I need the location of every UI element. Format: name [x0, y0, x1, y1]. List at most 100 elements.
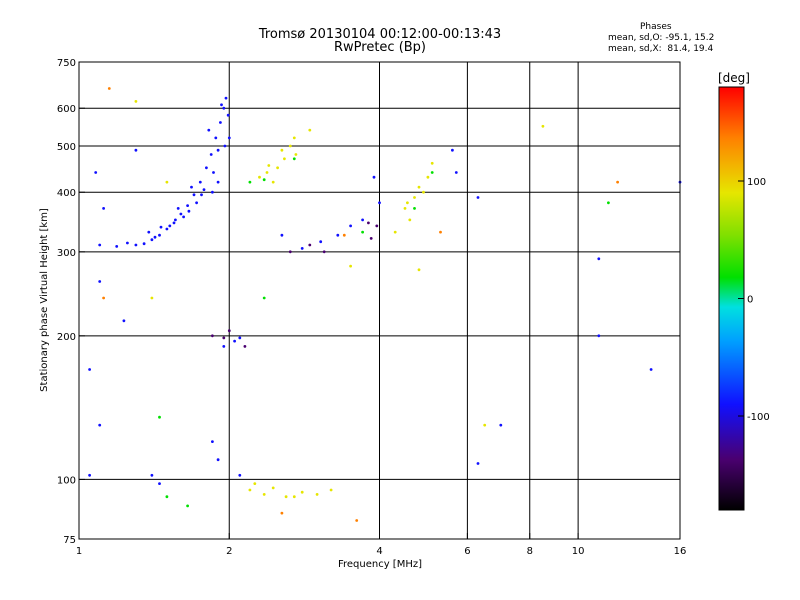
- data-point: [451, 148, 454, 152]
- data-point: [216, 458, 220, 462]
- data-point: [292, 495, 296, 499]
- data-point: [426, 175, 430, 179]
- data-point: [98, 280, 102, 283]
- data-point: [172, 221, 176, 225]
- data-point: [342, 233, 346, 237]
- phase-stats-x: mean, sd,X: 81.4, 19.4: [608, 44, 714, 54]
- data-point: [262, 178, 266, 182]
- data-point: [300, 490, 304, 494]
- data-point: [280, 148, 284, 152]
- data-point: [248, 180, 252, 184]
- data-point: [165, 495, 169, 499]
- data-point: [271, 180, 275, 184]
- x-axis-label: Frequency [MHz]: [338, 559, 422, 570]
- data-point: [98, 243, 102, 247]
- data-point: [176, 207, 180, 210]
- data-point: [329, 488, 333, 492]
- data-point: [134, 243, 138, 247]
- data-points: [88, 87, 682, 522]
- data-point: [190, 185, 193, 189]
- x-tick-label: 2: [226, 546, 232, 557]
- data-point: [211, 334, 214, 338]
- data-point: [150, 238, 154, 242]
- data-point: [597, 257, 601, 261]
- data-point: [158, 415, 161, 419]
- data-point: [294, 153, 298, 156]
- data-point: [597, 334, 601, 338]
- data-point: [476, 462, 480, 465]
- y-tick-label: 200: [57, 332, 76, 343]
- data-point: [372, 175, 376, 179]
- data-point: [430, 161, 434, 165]
- phase-stats-heading: Phases: [640, 22, 672, 32]
- data-point: [288, 250, 292, 254]
- data-point: [182, 215, 186, 219]
- data-point: [216, 180, 220, 184]
- data-point: [499, 423, 503, 427]
- data-point: [219, 121, 222, 124]
- data-point: [276, 166, 279, 170]
- data-point: [280, 511, 284, 515]
- data-point: [253, 482, 257, 485]
- data-point: [150, 296, 154, 300]
- data-point: [439, 230, 442, 234]
- data-point: [198, 180, 202, 184]
- data-point: [336, 233, 340, 237]
- colorbar-tick-label: 100: [747, 177, 766, 188]
- data-point: [187, 209, 191, 213]
- data-point: [209, 153, 213, 156]
- data-point: [349, 264, 352, 268]
- data-point: [243, 345, 247, 348]
- data-point: [168, 224, 172, 228]
- phase-colorbar: [deg] 100 0 -100: [718, 71, 770, 511]
- data-point: [98, 423, 102, 427]
- data-point: [413, 196, 416, 199]
- data-point: [107, 87, 111, 90]
- phase-stats-o: mean, sd,O: -95.1, 15.2: [608, 33, 715, 43]
- data-point: [408, 218, 412, 222]
- data-point: [476, 196, 480, 199]
- chart-title: Tromsø 20130104 00:12:00-00:13:43: [258, 27, 502, 42]
- data-point: [205, 166, 208, 170]
- data-point: [367, 221, 370, 225]
- data-point: [288, 144, 292, 148]
- data-point: [147, 230, 151, 234]
- data-point: [267, 164, 271, 167]
- data-point: [292, 157, 296, 161]
- data-point: [202, 188, 206, 192]
- grid-lines: [79, 62, 680, 539]
- data-point: [422, 190, 425, 194]
- data-point: [186, 204, 190, 208]
- data-point: [227, 329, 231, 333]
- data-point: [158, 482, 161, 485]
- y-tick-label: 750: [57, 58, 76, 69]
- x-tick-label: 6: [464, 546, 470, 557]
- data-point: [308, 128, 312, 132]
- data-point: [165, 227, 169, 231]
- data-point: [248, 488, 252, 492]
- y-tick-label: 75: [63, 535, 76, 546]
- data-point: [541, 124, 545, 128]
- data-point: [649, 368, 653, 371]
- data-point: [233, 339, 237, 343]
- data-point: [222, 345, 226, 348]
- data-point: [216, 148, 220, 152]
- data-point: [207, 128, 211, 132]
- data-point: [224, 96, 228, 100]
- data-point: [195, 201, 199, 205]
- y-tick-label: 300: [57, 248, 76, 259]
- data-point: [222, 106, 226, 110]
- data-point: [616, 180, 619, 184]
- y-axis-ticks: 75 100 200 300 400 500 600 750: [57, 58, 85, 546]
- chart-subtitle: RwPretec (Bp): [333, 40, 427, 55]
- y-axis-label: Stationary phase Virtual Height [km]: [39, 208, 50, 392]
- data-point: [361, 218, 364, 222]
- y-tick-label: 100: [57, 475, 76, 486]
- data-point: [142, 242, 146, 246]
- data-point: [150, 473, 154, 477]
- data-point: [158, 233, 161, 237]
- data-point: [607, 201, 610, 205]
- data-point: [322, 250, 326, 254]
- data-point: [393, 230, 397, 234]
